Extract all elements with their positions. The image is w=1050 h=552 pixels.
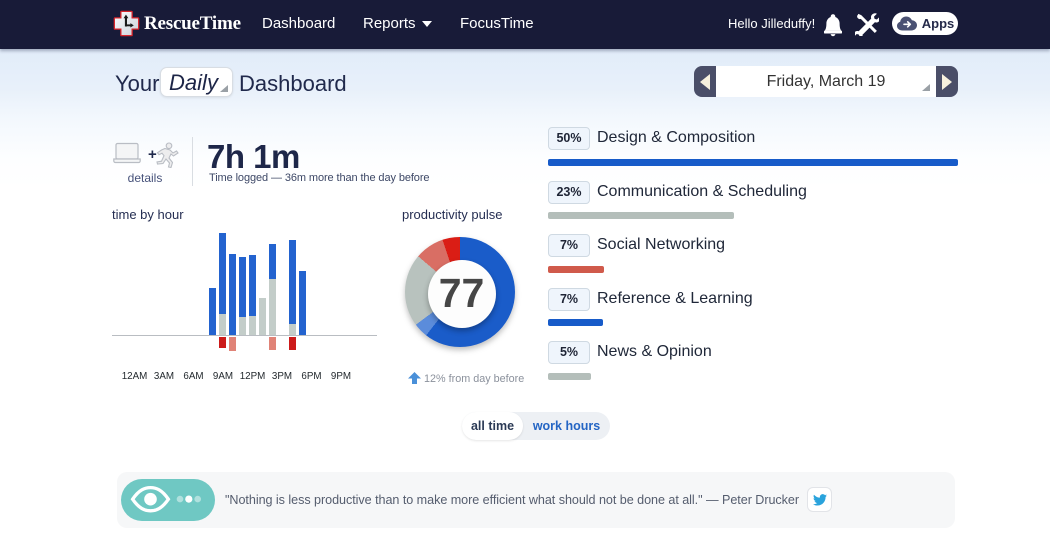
svg-text:+: + (148, 146, 157, 163)
